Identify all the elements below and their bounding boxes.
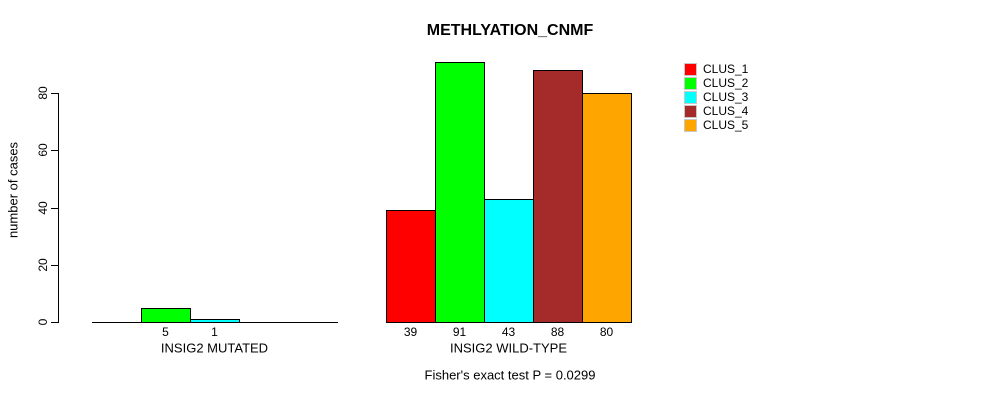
- bar-value-label: 80: [599, 325, 614, 339]
- bar-CLUS_2-group1: [141, 308, 191, 323]
- bar-value-label: 39: [403, 325, 418, 339]
- bar-CLUS_3-group2: [484, 199, 534, 323]
- legend-swatch-icon: [684, 77, 697, 90]
- bar-value-label: 91: [452, 325, 467, 339]
- y-axis-line: [58, 93, 59, 323]
- legend-label: CLUS_5: [703, 118, 749, 132]
- bar-value-label: 88: [550, 325, 565, 339]
- legend-swatch-icon: [684, 105, 697, 118]
- bar-value-label: 5: [162, 325, 169, 339]
- legend-item-clus_5: CLUS_5: [684, 119, 748, 132]
- y-tick-mark: [51, 208, 58, 209]
- y-tick-mark: [51, 322, 58, 323]
- bar-value-label: 1: [211, 325, 218, 339]
- legend-item-clus_3: CLUS_3: [684, 91, 748, 104]
- y-tick-mark: [51, 265, 58, 266]
- legend-swatch-icon: [684, 63, 697, 76]
- legend-label: CLUS_4: [703, 104, 749, 118]
- legend-swatch-icon: [684, 119, 697, 132]
- y-tick-label: 20: [36, 258, 50, 272]
- bar-value-label: 43: [501, 325, 516, 339]
- legend-swatch-icon: [684, 91, 697, 104]
- chart-title: METHLYATION_CNMF: [426, 22, 594, 39]
- legend-item-clus_1: CLUS_1: [684, 63, 748, 76]
- y-axis-label: number of cases: [5, 141, 21, 239]
- bar-CLUS_4-group2: [533, 70, 583, 323]
- legend-label: CLUS_2: [703, 76, 749, 90]
- group-axis-label: INSIG2 MUTATED: [160, 340, 269, 356]
- bar-CLUS_1-group2: [386, 210, 436, 323]
- bar-CLUS_3-group1: [190, 319, 240, 323]
- legend-item-clus_2: CLUS_2: [684, 77, 748, 90]
- y-tick-mark: [51, 93, 58, 94]
- y-tick-mark: [51, 150, 58, 151]
- y-tick-label: 40: [36, 201, 50, 215]
- legend: CLUS_1 CLUS_2 CLUS_3 CLUS_4 CLUS_5: [684, 63, 748, 133]
- fisher-test-annotation: Fisher's exact test P = 0.0299: [424, 367, 596, 383]
- y-tick-label: 80: [36, 86, 50, 100]
- legend-label: CLUS_3: [703, 90, 749, 104]
- bar-CLUS_2-group2: [435, 62, 485, 323]
- y-tick-label: 60: [36, 143, 50, 157]
- legend-item-clus_4: CLUS_4: [684, 105, 748, 118]
- group-axis-label: INSIG2 WILD-TYPE: [449, 340, 568, 356]
- bar-CLUS_5-group2: [582, 93, 632, 323]
- y-tick-label: 0: [36, 318, 50, 326]
- legend-label: CLUS_1: [703, 62, 749, 76]
